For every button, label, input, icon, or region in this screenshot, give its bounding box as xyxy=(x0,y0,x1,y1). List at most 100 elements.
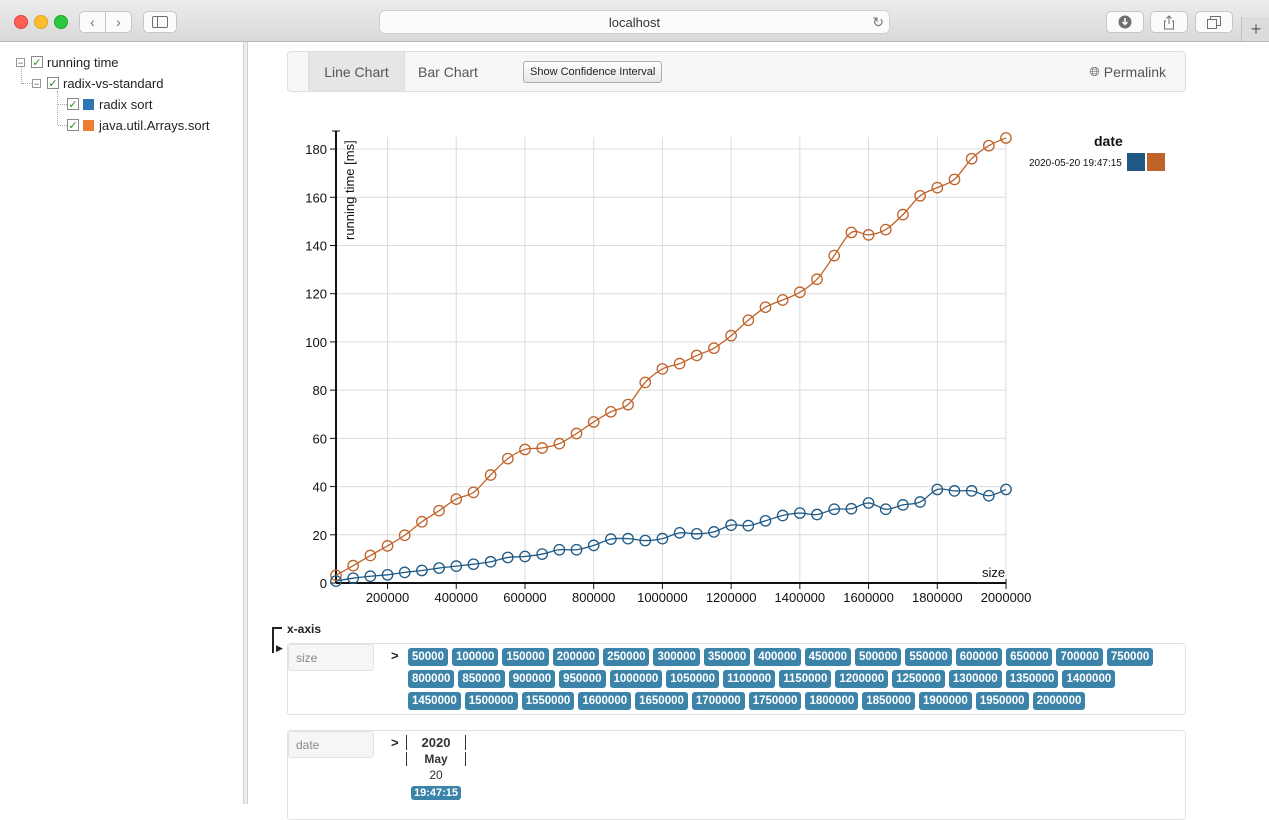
y-tick-label: 180 xyxy=(305,142,327,157)
data-point xyxy=(965,485,978,497)
legend-swatch xyxy=(1127,153,1145,171)
data-point xyxy=(793,286,806,299)
size-dimension-label[interactable]: size xyxy=(288,644,374,671)
collapse-toggle-icon[interactable]: − xyxy=(16,57,25,68)
size-value-tag[interactable]: 1500000 xyxy=(464,692,518,710)
size-value-tag[interactable]: 1550000 xyxy=(521,692,575,710)
date-month[interactable]: May xyxy=(406,752,466,766)
tabs-icon xyxy=(1207,15,1221,29)
tree-node-root[interactable]: − ✓ running time xyxy=(16,53,119,71)
checkbox-checked-icon[interactable]: ✓ xyxy=(67,119,79,132)
size-value-tag[interactable]: 1950000 xyxy=(975,692,1029,710)
x-tick-label: 600000 xyxy=(503,590,546,605)
arrow-right-icon: ▶ xyxy=(276,643,283,653)
data-point xyxy=(811,508,823,521)
data-point xyxy=(914,496,926,508)
size-value-tag[interactable]: 800000 xyxy=(408,670,455,688)
size-value-tag[interactable]: 200000 xyxy=(552,648,600,666)
size-value-tag[interactable]: 1200000 xyxy=(835,670,889,688)
new-tab-button[interactable]: + xyxy=(1241,17,1269,41)
size-value-tag[interactable]: 450000 xyxy=(804,648,851,666)
date-day[interactable]: 20 xyxy=(429,768,443,782)
maximize-window-button[interactable] xyxy=(54,15,68,29)
xaxis-bracket xyxy=(272,627,282,653)
size-value-tag[interactable]: 950000 xyxy=(559,670,606,688)
minimize-window-button[interactable] xyxy=(34,15,48,29)
size-value-tag[interactable]: 1400000 xyxy=(1062,670,1116,688)
address-text: localhost xyxy=(608,14,661,30)
chart-axes: 200000 400000 600000 800000 1000000 1200000 14… xyxy=(305,130,1031,605)
size-value-tag[interactable]: 250000 xyxy=(603,648,650,666)
size-value-tag[interactable]: 300000 xyxy=(653,648,700,666)
chevron-right-icon[interactable]: > xyxy=(391,648,399,663)
size-value-tag[interactable]: 750000 xyxy=(1106,648,1154,666)
checkbox-checked-icon[interactable]: ✓ xyxy=(31,56,43,69)
data-point xyxy=(931,181,944,194)
size-value-tag[interactable]: 900000 xyxy=(508,670,556,688)
pane-splitter[interactable] xyxy=(243,42,248,804)
date-time-tag[interactable]: 19:47:15 xyxy=(410,786,462,800)
reload-icon[interactable]: ↻ xyxy=(872,14,884,30)
size-value-tag[interactable]: 1600000 xyxy=(578,692,632,710)
forward-button[interactable]: › xyxy=(105,11,132,33)
close-window-button[interactable] xyxy=(14,15,28,29)
share-button[interactable] xyxy=(1150,11,1188,33)
size-value-tag[interactable]: 1300000 xyxy=(948,670,1002,688)
size-value-tag[interactable]: 600000 xyxy=(955,648,1003,666)
size-value-tag[interactable]: 1450000 xyxy=(408,692,461,710)
data-point xyxy=(690,527,703,540)
size-value-tag[interactable]: 1750000 xyxy=(748,692,802,710)
date-dimension-label[interactable]: date xyxy=(288,731,374,758)
size-value-tag[interactable]: 400000 xyxy=(754,648,801,666)
size-value-tag[interactable]: 650000 xyxy=(1006,648,1053,666)
tree-item-radix-sort[interactable]: ✓ radix sort xyxy=(67,95,152,113)
tree-node-group[interactable]: − ✓ radix-vs-standard xyxy=(32,74,163,92)
size-value-tag[interactable]: 1050000 xyxy=(666,670,720,688)
data-point xyxy=(381,540,394,552)
checkbox-checked-icon[interactable]: ✓ xyxy=(47,77,59,90)
collapse-toggle-icon[interactable]: − xyxy=(32,78,41,89)
size-value-tag[interactable]: 1800000 xyxy=(805,692,859,710)
size-value-tag[interactable]: 1700000 xyxy=(691,692,745,710)
size-value-tag[interactable]: 550000 xyxy=(905,648,952,666)
data-point xyxy=(398,566,411,579)
size-value-tag[interactable]: 1000000 xyxy=(609,670,663,688)
chevron-right-icon[interactable]: > xyxy=(391,735,399,750)
size-value-tag[interactable]: 100000 xyxy=(451,648,499,666)
size-value-tag[interactable]: 350000 xyxy=(703,648,751,666)
size-value-tag[interactable]: 1850000 xyxy=(862,692,916,710)
tab-bar-chart[interactable]: Bar Chart xyxy=(403,52,493,91)
permalink-link[interactable]: 🌐︎ Permalink xyxy=(1089,52,1166,91)
date-year[interactable]: 2020 xyxy=(406,735,466,750)
size-value-tag[interactable]: 1350000 xyxy=(1005,670,1059,688)
share-icon xyxy=(1164,14,1174,29)
x-axis-label: size xyxy=(982,565,1005,580)
data-point xyxy=(656,363,669,375)
back-button[interactable]: ‹ xyxy=(79,11,106,33)
tab-line-chart[interactable]: Line Chart xyxy=(308,52,405,91)
downloads-button[interactable] xyxy=(1106,11,1144,33)
size-value-tag[interactable]: 1150000 xyxy=(779,670,832,688)
checkbox-checked-icon[interactable]: ✓ xyxy=(67,98,79,111)
address-bar[interactable]: localhost ↻ xyxy=(379,10,890,34)
size-value-tag[interactable]: 700000 xyxy=(1056,648,1103,666)
size-value-tag[interactable]: 1650000 xyxy=(635,692,688,710)
size-value-tag[interactable]: 150000 xyxy=(502,648,549,666)
size-value-tag[interactable]: 850000 xyxy=(458,670,505,688)
size-value-tag[interactable]: 50000 xyxy=(408,648,448,666)
tree-item-label: java.util.Arrays.sort xyxy=(99,117,210,133)
y-tick-label: 100 xyxy=(305,335,327,350)
size-value-tag[interactable]: 2000000 xyxy=(1032,692,1086,710)
size-value-tag[interactable]: 1900000 xyxy=(919,692,972,710)
size-value-tag[interactable]: 1100000 xyxy=(723,670,776,688)
size-value-tag[interactable]: 1250000 xyxy=(892,670,945,688)
size-value-tag[interactable]: 500000 xyxy=(854,648,902,666)
browser-titlebar: ‹ › localhost ↻ + xyxy=(0,0,1269,42)
size-values: 50000 100000 150000 200000 250000 300000 35000… xyxy=(408,648,1168,714)
data-point xyxy=(673,527,686,539)
tree-item-arrays-sort[interactable]: ✓ java.util.Arrays.sort xyxy=(67,116,210,134)
show-confidence-interval-button[interactable]: Show Confidence Interval xyxy=(523,61,663,83)
sidebar-toggle-button[interactable] xyxy=(143,11,177,33)
tab-overview-button[interactable] xyxy=(1195,11,1233,33)
main-content: Line Chart Bar Chart Show Confidence Int… xyxy=(248,42,1269,820)
